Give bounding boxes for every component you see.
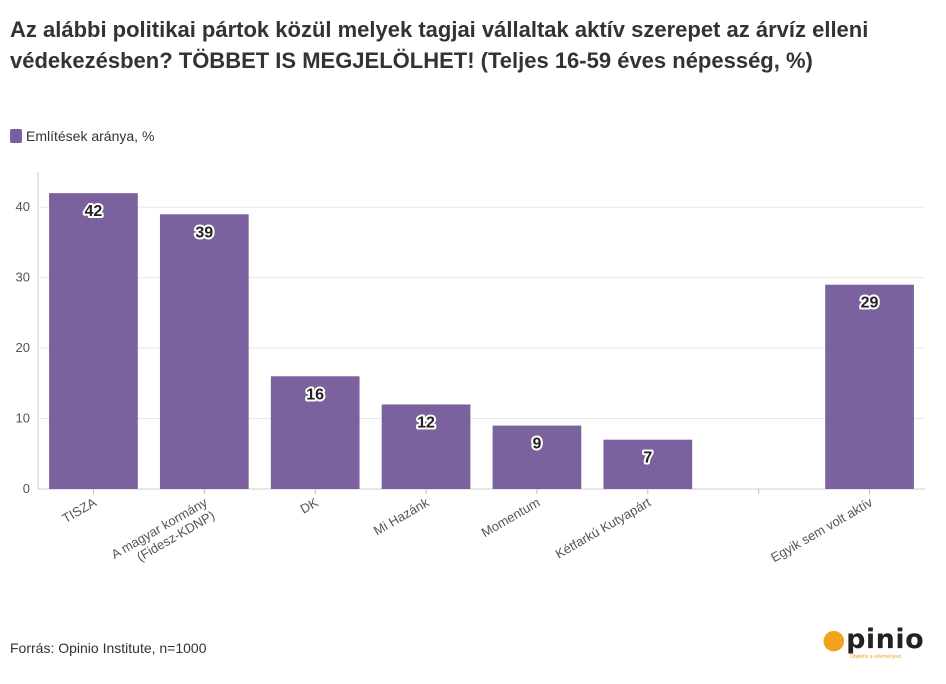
data-label: 12 xyxy=(417,414,435,431)
data-label: 29 xyxy=(861,295,879,312)
y-tick-label: 10 xyxy=(16,411,30,426)
x-tick-label-line: DK xyxy=(298,494,321,516)
logo-mark-icon: ● xyxy=(822,624,847,655)
source-note: Forrás: Opinio Institute, n=1000 xyxy=(10,640,207,656)
legend-label: Említések aránya, % xyxy=(26,128,155,144)
data-label: 42 xyxy=(85,203,103,220)
bar xyxy=(49,193,138,489)
x-tick-label: A magyar kormány(Fidesz-KDNP) xyxy=(108,494,217,564)
logo-word-text: pinio xyxy=(846,624,925,655)
bar xyxy=(381,404,471,489)
y-tick-label: 20 xyxy=(16,340,30,355)
y-tick-label: 0 xyxy=(23,481,30,496)
data-label-halo: 39 xyxy=(195,224,213,241)
bar xyxy=(492,425,582,489)
logo-tagline: Objektív a véleményed xyxy=(850,654,901,660)
opinio-logo: ●pinio Objektív a véleményed xyxy=(822,625,927,665)
bar xyxy=(159,214,249,489)
x-tick-label: DK xyxy=(298,494,321,516)
legend-swatch xyxy=(10,129,22,143)
logo-wordmark: ●pinio xyxy=(822,625,927,655)
x-tick-label-line: TISZA xyxy=(60,494,100,526)
bar xyxy=(603,439,693,489)
x-tick-label: TISZA xyxy=(60,494,100,526)
bar xyxy=(270,376,360,489)
x-tick-label: Egyik sem volt aktív xyxy=(768,494,875,565)
y-tick-label: 30 xyxy=(16,270,30,285)
y-tick-label: 40 xyxy=(16,199,30,214)
x-tick-label: Momentum xyxy=(479,495,543,541)
x-tick-label: Kétfarkú Kutyapárt xyxy=(553,494,654,561)
data-label: 39 xyxy=(195,224,213,241)
chart-title: Az alábbi politikai pártok közül melyek … xyxy=(10,17,869,73)
legend: Említések aránya, % xyxy=(10,128,154,144)
x-tick-label-line: Egyik sem volt aktív xyxy=(768,494,875,565)
data-label: 16 xyxy=(306,386,324,403)
data-label-halo: 42 xyxy=(85,203,103,220)
data-label-halo: 12 xyxy=(417,414,435,431)
data-label-halo: 7 xyxy=(643,450,652,467)
bar xyxy=(825,284,914,489)
x-tick-label-line: Mi Hazánk xyxy=(371,494,432,538)
data-label-halo: 9 xyxy=(532,436,541,453)
data-label-halo: 16 xyxy=(306,386,324,403)
data-label-halo: 29 xyxy=(861,295,879,312)
data-label: 9 xyxy=(532,436,541,453)
x-tick-label-line: Momentum xyxy=(479,495,543,541)
x-tick-label: Mi Hazánk xyxy=(371,494,432,538)
x-tick-label-line: Kétfarkú Kutyapárt xyxy=(553,494,654,561)
data-label: 7 xyxy=(643,450,652,467)
